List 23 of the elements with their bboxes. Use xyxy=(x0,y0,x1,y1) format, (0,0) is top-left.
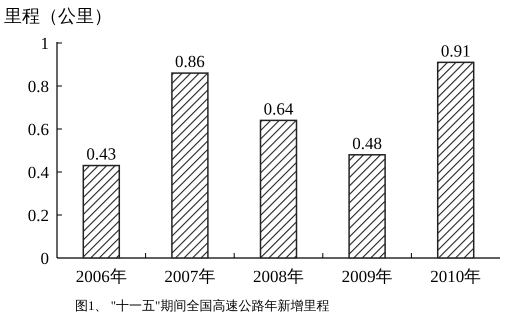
caption: 图1、 "十一五"期间全国高速公路年新增里程 xyxy=(75,298,330,313)
data-label: 0.48 xyxy=(352,134,382,153)
bar xyxy=(171,72,209,259)
x-tick-label: 2007年 xyxy=(164,267,216,286)
data-label: 0.43 xyxy=(86,144,116,164)
y-tick-label: 0.8 xyxy=(28,77,49,96)
bar xyxy=(82,164,120,259)
x-tick-label: 2006年 xyxy=(76,267,127,286)
bar xyxy=(348,154,386,259)
bar xyxy=(436,62,474,259)
data-label: 0.91 xyxy=(440,41,471,60)
y-tick-label: 0.4 xyxy=(28,163,50,182)
y-tick-label: 1 xyxy=(40,34,49,53)
y-tick-label: 0 xyxy=(40,249,49,268)
data-label: 0.86 xyxy=(175,52,205,72)
x-tick-label: 2008年 xyxy=(253,267,304,286)
data-label: 0.64 xyxy=(264,99,294,118)
y-tick-label: 0.2 xyxy=(28,206,49,225)
x-tick-label: 2009年 xyxy=(342,267,393,286)
bar xyxy=(260,120,298,259)
y-axis-title: 里程（公里） xyxy=(4,6,112,26)
x-tick-label: 2010年 xyxy=(430,267,482,286)
y-tick-label: 0.6 xyxy=(28,120,49,139)
